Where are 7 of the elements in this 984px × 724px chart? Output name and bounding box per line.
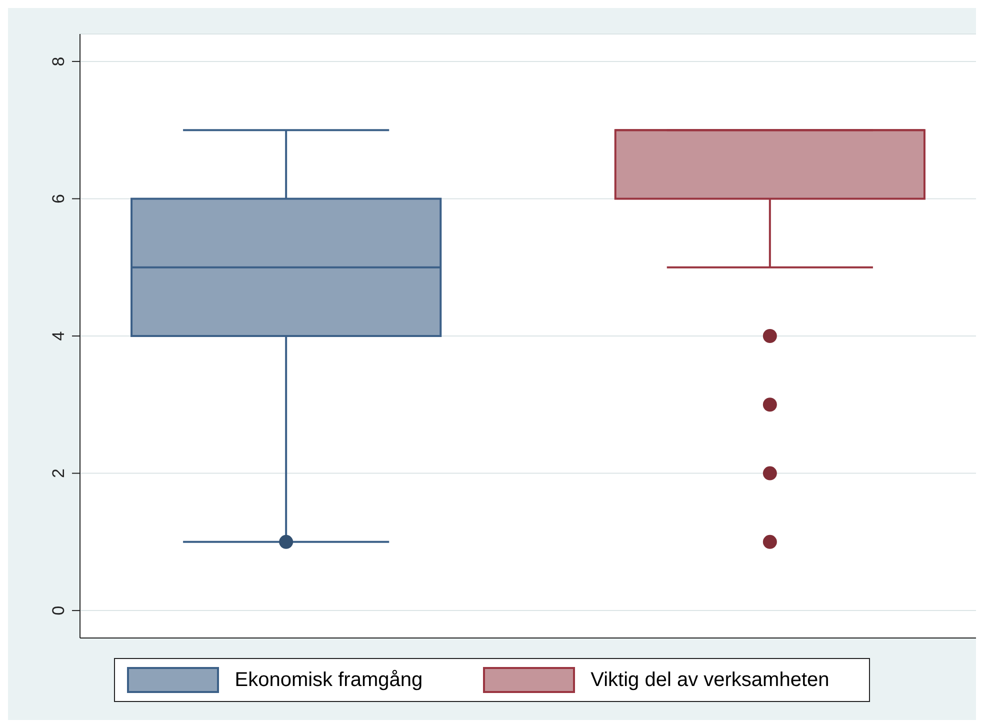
y-tick-label: 2 bbox=[49, 468, 68, 478]
y-tick-label: 0 bbox=[49, 606, 68, 616]
y-tick-label: 8 bbox=[49, 56, 68, 66]
legend-label: Ekonomisk framgång bbox=[234, 668, 423, 692]
y-tick-label: 6 bbox=[49, 194, 68, 204]
legend-label: Viktig del av verksamheten bbox=[590, 668, 830, 692]
y-tick-label: 4 bbox=[49, 331, 68, 341]
